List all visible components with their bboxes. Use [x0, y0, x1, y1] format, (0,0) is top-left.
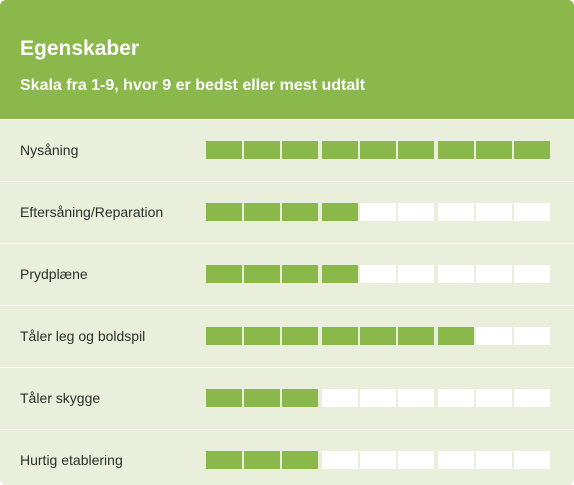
rating-segment-empty [476, 265, 512, 283]
rating-segment-filled [244, 327, 280, 345]
rating-segment-empty [360, 451, 396, 469]
rating-segment-filled [206, 265, 242, 283]
rating-scale [206, 203, 551, 221]
rating-segment-empty [514, 265, 550, 283]
rating-segment-filled [360, 327, 396, 345]
rating-segment-filled [398, 141, 434, 159]
property-list: Nysåning Eftersåning/Reparation Prydplæn… [0, 119, 574, 485]
rating-segment-filled [244, 141, 280, 159]
property-label: Nysåning [20, 142, 79, 158]
property-label: Tåler skygge [20, 390, 101, 406]
rating-segment-filled [360, 141, 396, 159]
property-label: Prydplæne [20, 266, 88, 282]
rating-scale [206, 389, 551, 407]
rating-scale [206, 265, 551, 283]
rating-segment-filled [438, 327, 474, 345]
card-header: Egenskaber Skala fra 1-9, hvor 9 er beds… [0, 0, 574, 119]
rating-segment-empty [360, 389, 396, 407]
property-label: Eftersåning/Reparation [20, 204, 164, 220]
rating-segment-empty [476, 327, 512, 345]
rating-segment-empty [476, 451, 512, 469]
rating-segment-filled [476, 141, 512, 159]
property-row: Hurtig etablering [0, 430, 574, 485]
rating-scale [206, 327, 551, 345]
rating-segment-empty [322, 389, 358, 407]
rating-segment-filled [244, 451, 280, 469]
rating-segment-filled [206, 451, 242, 469]
rating-segment-filled [438, 141, 474, 159]
property-row: Tåler skygge [0, 368, 574, 430]
rating-segment-filled [282, 451, 318, 469]
rating-segment-filled [244, 265, 280, 283]
rating-segment-filled [322, 203, 358, 221]
rating-segment-empty [360, 265, 396, 283]
card-title: Egenskaber [20, 37, 140, 60]
rating-segment-filled [322, 327, 358, 345]
card-subtitle: Skala fra 1-9, hvor 9 er bedst eller mes… [20, 77, 366, 94]
rating-scale [206, 141, 551, 159]
rating-segment-empty [398, 265, 434, 283]
property-row: Nysåning [0, 119, 574, 182]
rating-segment-filled [244, 203, 280, 221]
rating-segment-filled [282, 265, 318, 283]
rating-segment-filled [206, 327, 242, 345]
rating-segment-empty [514, 203, 550, 221]
rating-scale [206, 451, 551, 469]
rating-segment-filled [244, 389, 280, 407]
rating-segment-empty [398, 451, 434, 469]
rating-segment-filled [282, 203, 318, 221]
property-label: Tåler leg og boldspil [20, 328, 146, 344]
rating-segment-empty [476, 203, 512, 221]
rating-segment-empty [398, 389, 434, 407]
rating-segment-filled [398, 327, 434, 345]
rating-segment-filled [282, 141, 318, 159]
rating-segment-filled [322, 141, 358, 159]
rating-segment-empty [360, 203, 396, 221]
rating-segment-empty [438, 265, 474, 283]
property-label: Hurtig etablering [20, 452, 123, 468]
rating-segment-filled [282, 327, 318, 345]
rating-segment-empty [514, 451, 550, 469]
rating-segment-filled [206, 389, 242, 407]
rating-segment-empty [514, 389, 550, 407]
rating-segment-empty [438, 389, 474, 407]
property-row: Prydplæne [0, 244, 574, 306]
property-row: Eftersåning/Reparation [0, 182, 574, 244]
rating-segment-empty [398, 203, 434, 221]
rating-segment-empty [438, 203, 474, 221]
rating-segment-filled [206, 141, 242, 159]
rating-segment-empty [514, 327, 550, 345]
rating-segment-filled [322, 265, 358, 283]
rating-segment-filled [514, 141, 550, 159]
property-row: Tåler leg og boldspil [0, 306, 574, 368]
rating-segment-empty [438, 451, 474, 469]
rating-segment-filled [206, 203, 242, 221]
rating-segment-filled [282, 389, 318, 407]
rating-segment-empty [322, 451, 358, 469]
rating-segment-empty [476, 389, 512, 407]
